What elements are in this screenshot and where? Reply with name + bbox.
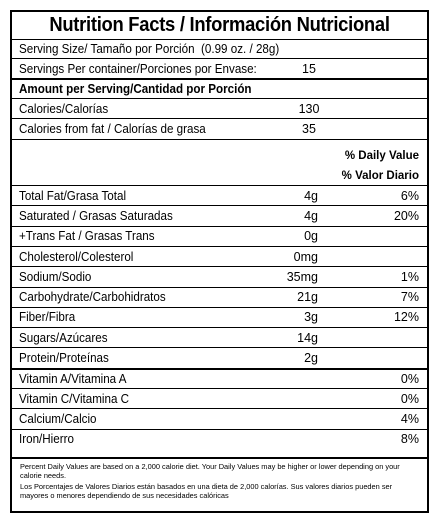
nutrient-label: Cholesterol/Colesterol	[19, 249, 134, 264]
nutrient-row: +Trans Fat / Grasas Trans 0g	[12, 225, 427, 246]
nutrition-facts-label: Nutrition Facts / Información Nutriciona…	[10, 10, 429, 513]
nutrient-label: Fiber/Fibra	[19, 310, 76, 325]
daily-value-header-row: % Daily Value % Valor Diario	[12, 139, 427, 185]
nutrient-row: Fiber/Fibra 3g 12%	[12, 306, 427, 327]
nutrient-daily-value: 1%	[400, 269, 419, 284]
calories-row: Calories/Calorías 130	[12, 98, 427, 118]
calories-fat-row: Calories from fat / Calorías de grasa 35	[12, 118, 427, 139]
nutrient-amount: 21g	[297, 290, 318, 305]
vitamin-label: Iron/Hierro	[19, 432, 74, 447]
vitamin-daily-value: 0%	[400, 391, 419, 406]
footnote-en: Percent Daily Values are based on a 2,00…	[20, 462, 400, 481]
servings-row: Servings Per container/Porciones por Env…	[12, 58, 427, 78]
vitamin-row: Vitamin A/Vitamina A 0%	[12, 367, 427, 388]
dv-header-en: % Daily Value	[344, 150, 419, 162]
calories-value: 130	[298, 101, 320, 116]
calories-fat-label: Calories from fat / Calorías de grasa	[19, 122, 206, 136]
nutrient-daily-value: 12%	[393, 310, 419, 325]
amount-header-row: Amount per Serving/Cantidad por Porción	[12, 78, 427, 98]
calories-label: Calories/Calorías	[19, 101, 109, 116]
nutrient-amount: 0mg	[293, 249, 318, 264]
nutrient-amount: 4g	[304, 208, 318, 223]
nutrient-row: Cholesterol/Colesterol 0mg	[12, 245, 427, 266]
vitamin-row: Calcium/Calcio 4%	[12, 408, 427, 428]
nutrient-label: Total Fat/Grasa Total	[19, 188, 127, 203]
footnote-divider	[12, 457, 427, 459]
serving-size-row: Serving Size/ Tamaño por Porción (0.99 o…	[12, 39, 427, 58]
footnote-es: Los Porcentajes de Valores Diarios están…	[20, 482, 393, 501]
vitamin-label: Vitamin C/Vitamina C	[19, 391, 130, 406]
nutrient-label: Sugars/Azúcares	[19, 330, 108, 345]
nutrient-row: Total Fat/Grasa Total 4g 6%	[12, 185, 427, 205]
label-title: Nutrition Facts / Información Nutriciona…	[49, 14, 390, 36]
serving-size-label: Serving Size/ Tamaño por Porción (0.99 o…	[19, 42, 280, 56]
calories-fat-value: 35	[302, 122, 316, 136]
vitamin-row: Iron/Hierro 8%	[12, 428, 427, 449]
nutrient-row: Protein/Proteínas 2g	[12, 347, 427, 367]
nutrient-row: Sodium/Sodio 35mg 1%	[12, 266, 427, 286]
vitamin-daily-value: 8%	[400, 432, 419, 447]
nutrient-row: Carbohydrate/Carbohidratos 21g 7%	[12, 286, 427, 307]
nutrient-daily-value: 7%	[400, 290, 419, 305]
nutrient-label: +Trans Fat / Grasas Trans	[19, 229, 155, 244]
nutrient-amount: 0g	[304, 229, 318, 244]
nutrient-amount: 14g	[297, 330, 318, 345]
amount-header: Amount per Serving/Cantidad por Porción	[19, 82, 252, 96]
nutrient-label: Protein/Proteínas	[19, 351, 109, 366]
nutrient-amount: 2g	[304, 351, 318, 366]
nutrient-amount: 35mg	[286, 269, 318, 284]
nutrient-row: Sugars/Azúcares 14g	[12, 327, 427, 347]
nutrient-daily-value: 6%	[400, 188, 419, 203]
vitamin-daily-value: 4%	[400, 411, 419, 426]
vitamin-row: Vitamin C/Vitamina C 0%	[12, 388, 427, 408]
nutrient-amount: 4g	[304, 188, 318, 203]
vitamin-label: Vitamin A/Vitamina A	[19, 371, 127, 386]
nutrient-daily-value: 20%	[393, 208, 419, 223]
nutrient-label: Carbohydrate/Carbohidratos	[19, 290, 166, 305]
vitamin-label: Calcium/Calcio	[19, 411, 97, 426]
nutrient-amount: 3g	[304, 310, 318, 325]
servings-label: Servings Per container/Porciones por Env…	[19, 61, 257, 76]
vitamin-daily-value: 0%	[400, 371, 419, 386]
nutrient-label: Sodium/Sodio	[19, 269, 92, 284]
nutrient-label: Saturated / Grasas Saturadas	[19, 208, 173, 223]
nutrient-row: Saturated / Grasas Saturadas 4g 20%	[12, 205, 427, 225]
servings-value: 15	[302, 61, 316, 76]
dv-header-es: % Valor Diario	[341, 170, 419, 182]
